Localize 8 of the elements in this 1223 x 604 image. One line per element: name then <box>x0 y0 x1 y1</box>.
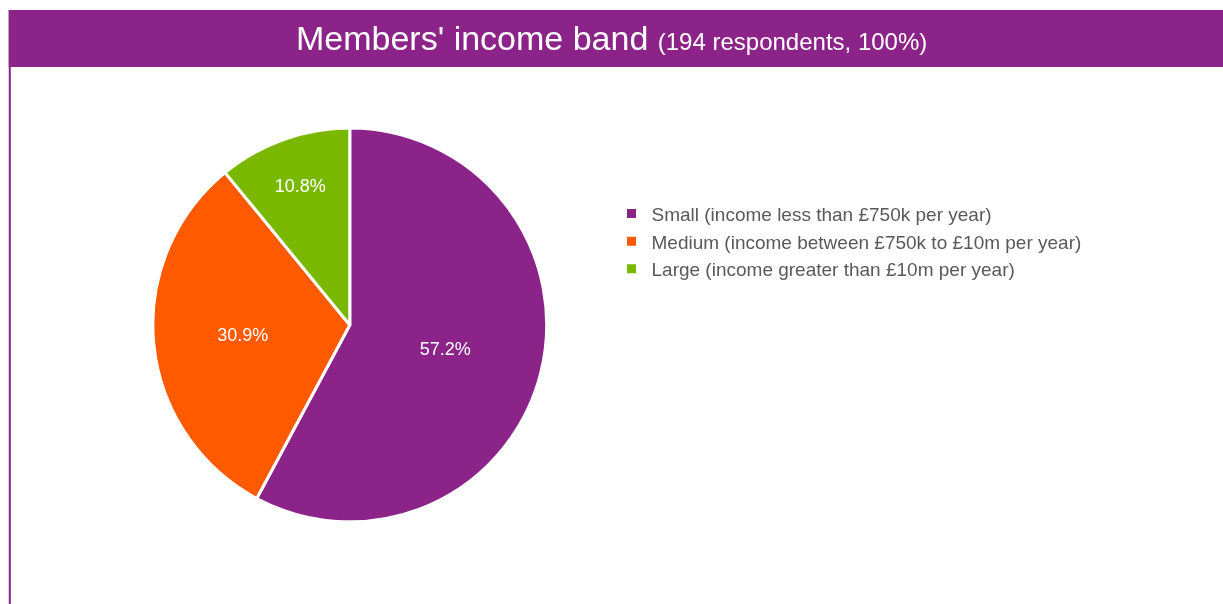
data-label: 30.9% <box>217 325 269 346</box>
chart-title: Members' income band <box>296 19 649 57</box>
legend-label: Small (income less than £750k per year) <box>651 203 992 225</box>
legend-label: Medium (income between £750k to £10m per year) <box>651 231 1082 253</box>
data-label: 10.8% <box>274 176 326 197</box>
legend-label: Large (income greater than £10m per year) <box>651 259 1015 281</box>
chart-subtitle: (194 respondents, 100%) <box>657 28 928 55</box>
data-label: 57.2% <box>419 338 471 359</box>
